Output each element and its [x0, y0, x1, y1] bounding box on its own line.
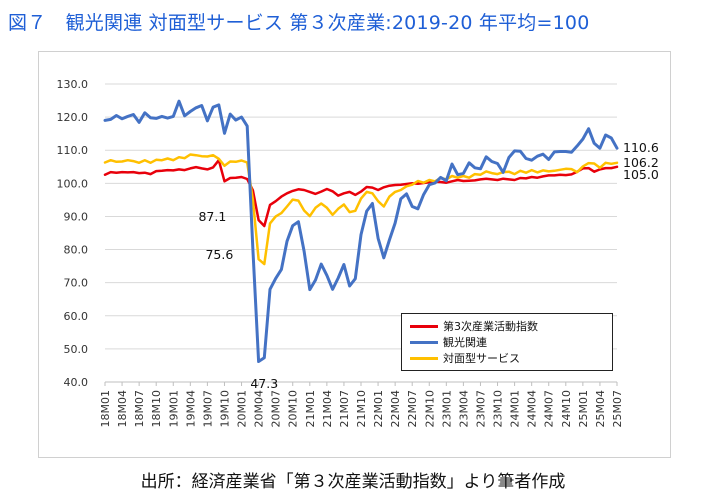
data-label: 87.1 — [198, 209, 226, 224]
y-tick-label: 50.0 — [64, 343, 89, 356]
data-label: 106.2 — [623, 155, 659, 170]
x-tick-label: 23M10 — [492, 390, 505, 428]
data-label: 110.6 — [623, 140, 659, 155]
x-tick-label: 21M01 — [304, 390, 317, 428]
x-tick-label: 20M04 — [253, 390, 266, 428]
x-tick-label: 20M01 — [236, 390, 249, 428]
legend-label: 第3次産業活動指数 — [443, 320, 538, 333]
legend-label: 観光関連 — [443, 336, 487, 349]
y-tick-label: 90.0 — [64, 210, 89, 223]
legend-item-face-to-face: 対面型サービス — [410, 350, 520, 366]
x-tick-label: 23M01 — [440, 390, 453, 428]
gridlines — [105, 83, 617, 383]
x-tick-label: 24M07 — [543, 390, 556, 428]
y-tick-label: 130.0 — [57, 78, 89, 91]
legend-item-tourism: 観光関連 — [410, 334, 487, 350]
x-tick-label: 19M10 — [218, 390, 231, 428]
chart-frame — [38, 51, 671, 458]
x-tick-label: 19M04 — [184, 390, 197, 428]
x-tick-label: 20M10 — [287, 390, 300, 428]
data-label: 47.3 — [250, 376, 278, 391]
x-tick-label: 18M01 — [99, 390, 112, 428]
x-tick-label: 19M07 — [201, 390, 214, 428]
data-label: 75.6 — [205, 247, 233, 262]
x-tick-label: 25M04 — [594, 390, 607, 428]
x-tick-label: 21M04 — [321, 390, 334, 428]
x-tick-label: 24M04 — [526, 390, 539, 428]
y-tick-label: 110.0 — [57, 144, 89, 157]
x-tick-label: 20M07 — [270, 390, 283, 428]
x-tick-label: 22M01 — [372, 390, 385, 428]
legend-swatch — [410, 340, 438, 344]
series-lines — [103, 99, 619, 363]
x-tick-label: 18M10 — [150, 390, 163, 428]
legend-swatch — [410, 324, 438, 328]
legend-item-tertiary: 第3次産業活動指数 — [410, 318, 538, 334]
source-note: 出所：経済産業省「第３次産業活動指数」より筆者作成 — [140, 472, 566, 492]
legend: 第3次産業活動指数 観光関連 対面型サービス — [401, 313, 613, 371]
series-line-tertiary-industry — [103, 158, 619, 228]
x-tick-label: 22M04 — [389, 390, 402, 428]
series-line-tourism — [103, 99, 619, 363]
legend-swatch — [410, 356, 438, 360]
data-label: 105.0 — [623, 167, 659, 182]
y-tick-label: 60.0 — [64, 310, 89, 323]
x-tick-label: 22M07 — [406, 390, 419, 428]
x-tick-label: 23M07 — [474, 390, 487, 428]
x-tick-label: 21M10 — [355, 390, 368, 428]
y-tick-label: 100.0 — [57, 177, 89, 190]
x-axis: 18M01 18M04 18M07 18M10 19M01 19M04 19M07 19M10… — [99, 381, 624, 428]
y-tick-label: 80.0 — [64, 244, 89, 257]
y-axis: 40.0 50.0 60.0 70.0 80.0 90.0 100.0 110.0 120.0 1… — [57, 78, 89, 389]
legend-label: 対面型サービス — [443, 352, 520, 365]
x-tick-label: 24M01 — [509, 390, 522, 428]
y-tick-label: 40.0 — [64, 376, 89, 389]
x-tick-label: 18M04 — [116, 390, 129, 428]
x-tick-label: 21M07 — [338, 390, 351, 428]
x-tick-label: 24M10 — [560, 390, 573, 428]
x-tick-label: 25M01 — [577, 390, 590, 428]
y-tick-label: 120.0 — [57, 111, 89, 124]
x-tick-label: 23M04 — [457, 390, 470, 428]
x-tick-label: 25M07 — [611, 390, 624, 428]
x-tick-label: 18M07 — [133, 390, 146, 428]
figure-title: 図７ 観光関連 対面型サービス 第３次産業:2019-20 年平均=100 — [8, 12, 590, 34]
x-tick-label: 19M01 — [167, 390, 180, 428]
series-line-face-to-face — [103, 153, 619, 266]
y-tick-label: 70.0 — [64, 277, 89, 290]
x-tick-label: 22M10 — [423, 390, 436, 428]
